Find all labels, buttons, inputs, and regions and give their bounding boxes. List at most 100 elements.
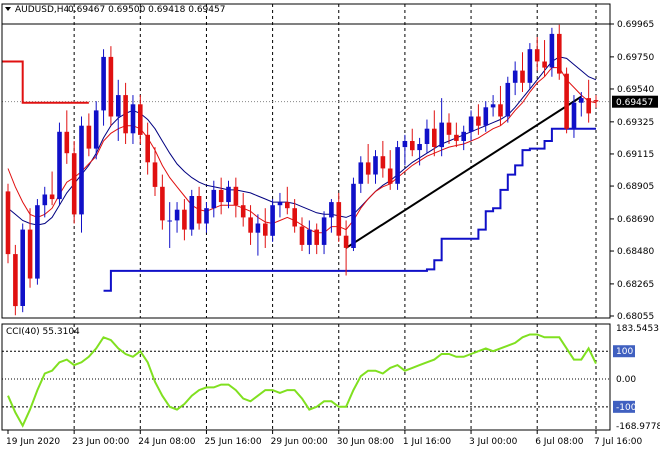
candle-bear bbox=[160, 186, 165, 221]
ohlc-label: 0.69467 0.69500 0.69418 0.69457 bbox=[68, 5, 225, 15]
current-price-text: 0.69457 bbox=[616, 98, 653, 108]
candles bbox=[5, 24, 599, 316]
candle-bull bbox=[461, 131, 466, 141]
candle-bull bbox=[93, 110, 99, 149]
y-tick-label: 0.69325 bbox=[617, 118, 654, 128]
x-tick-label: 6 Jul 08:00 bbox=[535, 437, 584, 447]
candle-bull bbox=[255, 223, 261, 233]
candle-bear bbox=[410, 141, 415, 151]
current-price-box bbox=[612, 95, 658, 108]
candle-bear bbox=[138, 104, 143, 135]
y-tick-label: 0.68480 bbox=[617, 247, 654, 257]
candle-bull bbox=[571, 102, 577, 129]
candle-bear bbox=[446, 122, 452, 135]
candle-bear bbox=[365, 162, 371, 175]
candle-bear bbox=[108, 56, 114, 117]
trendline[interactable] bbox=[345, 95, 582, 249]
candle-bull bbox=[307, 229, 312, 245]
candle-bear bbox=[152, 162, 158, 187]
candle-bear bbox=[336, 202, 342, 236]
candle-bear bbox=[145, 134, 150, 163]
main-pane-frame bbox=[1, 3, 611, 319]
price-axis: 0.69965 0.69750 0.69540 0.69325 0.69115 0.689… bbox=[610, 20, 654, 322]
symbol-label: AUDUSD,H4 bbox=[15, 5, 70, 15]
candle-bear bbox=[432, 128, 437, 147]
candle-bull bbox=[321, 217, 327, 245]
candle-bull bbox=[490, 104, 496, 108]
candle-bull bbox=[505, 82, 511, 117]
chart-header: AUDUSD,H4 0.69467 0.69500 0.69418 0.6945… bbox=[5, 5, 225, 15]
candle-bull bbox=[395, 147, 400, 184]
candle-bull bbox=[439, 122, 444, 148]
candle-bull bbox=[270, 205, 275, 236]
cci-tick-label: -168.9778 bbox=[616, 422, 660, 432]
cci-tick-label: -100 bbox=[616, 403, 637, 413]
candle-bull bbox=[174, 209, 180, 221]
candle-bull bbox=[351, 183, 356, 248]
candle-bear bbox=[64, 131, 70, 154]
candle-bear bbox=[557, 33, 562, 74]
candle-bull bbox=[116, 95, 121, 117]
cci-line bbox=[7, 333, 597, 428]
candle-bull bbox=[211, 189, 217, 209]
candle-bear bbox=[593, 100, 599, 102]
candle-bear bbox=[520, 70, 525, 83]
candle-bear bbox=[71, 153, 77, 215]
candle-bull bbox=[79, 125, 84, 215]
candle-bull bbox=[35, 205, 40, 279]
candle-bear bbox=[314, 229, 319, 245]
candle-bear bbox=[299, 226, 305, 245]
y-tick-label: 0.68690 bbox=[617, 215, 654, 225]
x-tick-label: 23 Jun 00:00 bbox=[72, 437, 129, 447]
candle-bull bbox=[204, 208, 209, 224]
candle-bull bbox=[373, 156, 378, 175]
time-axis: 19 Jun 2020 23 Jun 00:00 24 Jun 08:00 25 Ju… bbox=[6, 430, 643, 447]
candle-bull bbox=[42, 194, 48, 206]
candle-bull bbox=[101, 56, 106, 111]
candle-bear bbox=[387, 168, 393, 184]
y-tick-label: 0.68265 bbox=[617, 280, 654, 290]
candle-bear bbox=[49, 194, 55, 200]
current-price-marker: 0.69457 bbox=[612, 95, 658, 108]
candle-bear bbox=[343, 235, 349, 248]
candle-bear bbox=[123, 95, 128, 134]
candle-bull bbox=[402, 141, 408, 148]
y-tick-label: 0.69750 bbox=[617, 53, 654, 63]
x-tick-label: 19 Jun 2020 bbox=[6, 437, 60, 447]
candle-bear bbox=[534, 49, 540, 62]
candle-bull bbox=[57, 131, 62, 200]
candle-bear bbox=[27, 229, 33, 279]
candle-bull bbox=[424, 128, 430, 144]
x-tick-label: 24 Jun 08:00 bbox=[138, 437, 195, 447]
candle-bull bbox=[226, 186, 231, 203]
candle-bull bbox=[579, 98, 584, 103]
candle-bear bbox=[586, 98, 591, 114]
support-step-line bbox=[103, 127, 596, 292]
dropdown-triangle-icon[interactable] bbox=[5, 7, 11, 11]
candle-bull bbox=[277, 202, 283, 206]
candle-bear bbox=[218, 189, 224, 203]
candle-bull bbox=[358, 162, 364, 184]
cci-header-label: CCI(40) 55.3104 bbox=[6, 327, 80, 337]
x-tick-label: 1 Jul 16:00 bbox=[403, 437, 452, 447]
cci-pane bbox=[2, 333, 610, 428]
cci-tick-label: 0.00 bbox=[616, 375, 636, 385]
candle-bull bbox=[483, 107, 489, 126]
candle-bull bbox=[468, 116, 474, 132]
candle-bull bbox=[189, 196, 195, 230]
candle-bull bbox=[130, 104, 136, 134]
candle-bear bbox=[86, 125, 92, 149]
candle-bear bbox=[454, 134, 459, 141]
x-tick-label: 3 Jul 00:00 bbox=[469, 437, 518, 447]
x-tick-label: 25 Jun 16:00 bbox=[204, 437, 261, 447]
cci-level-box bbox=[613, 400, 635, 413]
candle-bear bbox=[285, 202, 290, 209]
candle-bull bbox=[417, 144, 422, 151]
y-tick-label: 0.68055 bbox=[617, 312, 654, 322]
cci-level-box bbox=[613, 345, 635, 358]
candle-bear bbox=[13, 254, 18, 307]
cci-tick-label: 183.5453 bbox=[616, 324, 659, 334]
candle-bull bbox=[20, 229, 25, 306]
candle-bull bbox=[167, 220, 172, 222]
